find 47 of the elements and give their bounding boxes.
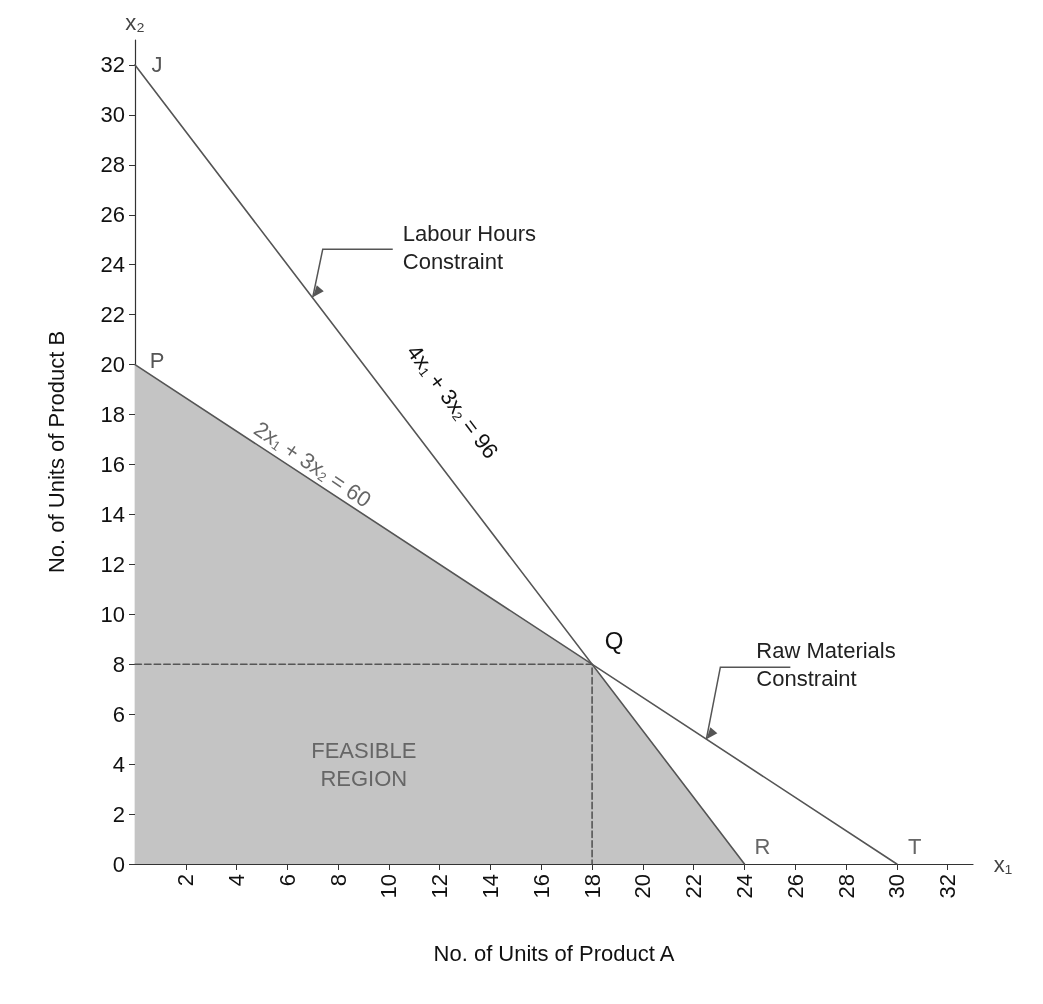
x-tick-label: 26 — [782, 874, 808, 899]
x-tick-label: 14 — [478, 874, 504, 899]
y-tick-label: 2 — [112, 801, 125, 827]
annotation: 2x1 + 3x2 = 60 — [249, 416, 376, 513]
y-tick-label: 8 — [112, 651, 125, 677]
annotation: Labour Hours Constraint — [402, 220, 537, 274]
x-tick-label: 6 — [274, 874, 300, 887]
y-tick-label: 26 — [100, 202, 125, 228]
x-tick-label: 24 — [731, 874, 757, 899]
text: x₁ — [993, 851, 1013, 877]
y-tick-label: 6 — [112, 701, 125, 727]
x-tick-label: 16 — [528, 874, 554, 899]
x-tick-label: 8 — [325, 874, 351, 887]
y-tick-label: 12 — [100, 551, 125, 577]
y-tick-label: 18 — [100, 402, 125, 428]
y-tick-label: 0 — [112, 851, 125, 877]
x-tick-label: 10 — [376, 874, 402, 899]
y-tick-label: 10 — [100, 601, 125, 627]
y-tick-label: 14 — [100, 501, 125, 527]
y-tick-label: 22 — [100, 302, 125, 328]
x-tick-label: 28 — [833, 874, 859, 899]
annotation: Q — [604, 626, 624, 654]
y-tick-label: 28 — [100, 152, 125, 178]
annotation: J — [151, 52, 163, 78]
x-tick-label: 20 — [630, 874, 656, 899]
annotation: R — [754, 833, 771, 859]
x-tick-label: 4 — [224, 874, 250, 887]
annotation: FEASIBLE REGION — [311, 737, 417, 791]
y-axis-title: No. of Units of Product B — [43, 330, 69, 574]
x-tick-label: 2 — [173, 874, 199, 887]
annotation: T — [908, 833, 922, 859]
x-tick-label: 32 — [935, 874, 961, 899]
x-tick-label: 22 — [681, 874, 707, 899]
y-tick-label: 4 — [112, 751, 125, 777]
annotation: 4x1 + 3x2 = 96 — [401, 340, 504, 464]
y-tick-label: 16 — [100, 451, 125, 477]
x-tick-label: 18 — [579, 874, 605, 899]
x-axis-title: No. of Units of Product A — [433, 940, 675, 966]
y-tick-label: 30 — [100, 102, 125, 128]
text: x₂ — [125, 9, 145, 35]
x-tick-label: 12 — [427, 874, 453, 899]
y-tick-label: 24 — [100, 252, 125, 278]
annotation: P — [149, 348, 165, 374]
x-tick-label: 30 — [884, 874, 910, 899]
annotation: Raw Materials Constraint — [756, 637, 896, 691]
y-tick-label: 20 — [100, 352, 125, 378]
y-tick-label: 32 — [100, 52, 125, 78]
